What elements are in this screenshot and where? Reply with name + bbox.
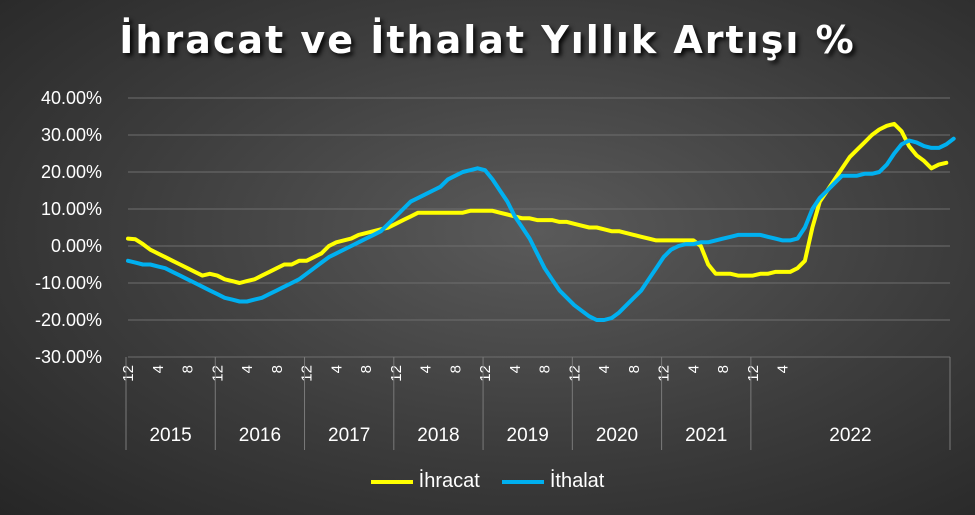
- x-tick-label: 4: [239, 365, 256, 373]
- x-tick-label: 8: [715, 365, 732, 373]
- series-lines: [126, 121, 956, 322]
- x-tick-label: 12: [120, 365, 137, 382]
- legend-item-ithalat: İthalat: [501, 470, 605, 493]
- x-tick-label: 12: [299, 365, 316, 382]
- y-tick-label: 30.00%: [41, 125, 102, 145]
- year-label: 2017: [328, 425, 370, 446]
- y-axis-ticks: 40.00% 30.00% 20.00% 10.00% 0.00% -10.00% -20.…: [35, 88, 102, 367]
- y-tick-label: -20.00%: [35, 310, 102, 330]
- year-label: 2019: [507, 425, 549, 446]
- x-tick-label: 4: [775, 365, 792, 373]
- x-tick-label: 12: [477, 365, 494, 382]
- x-tick-label: 8: [180, 365, 197, 373]
- x-tick-label: 8: [537, 365, 554, 373]
- x-tick-label: 4: [685, 365, 702, 373]
- series-line-ihracat: [126, 121, 949, 285]
- year-label: 2018: [417, 425, 459, 446]
- grid-lines: [128, 97, 950, 358]
- chart-title: İhracat ve İthalat Yıllık Artışı %: [119, 18, 856, 62]
- legend-label-ihracat: İhracat: [418, 470, 480, 492]
- x-tick-label: 4: [596, 365, 613, 373]
- x-tick-label: 4: [150, 365, 167, 373]
- year-label: 2020: [596, 425, 638, 446]
- y-tick-label: 10.00%: [41, 199, 102, 219]
- x-tick-label: 12: [656, 365, 673, 382]
- legend-swatch-ihracat: [370, 479, 413, 484]
- x-tick-label: 12: [388, 365, 405, 382]
- x-tick-label: 12: [745, 365, 762, 382]
- year-label: 2015: [149, 425, 191, 446]
- x-tick-label: 8: [447, 365, 464, 373]
- legend-swatch-ithalat: [501, 479, 544, 484]
- y-tick-label: -10.00%: [35, 273, 102, 293]
- x-tick-label: 4: [328, 365, 345, 373]
- y-tick-label: 40.00%: [41, 88, 102, 108]
- y-tick-label: -30.00%: [35, 347, 102, 367]
- year-label: 2022: [829, 425, 871, 446]
- legend: İhracat İthalat: [0, 470, 975, 493]
- legend-item-ihracat: İhracat: [370, 470, 480, 493]
- x-tick-label: 8: [269, 365, 286, 373]
- x-tick-label: 12: [566, 365, 583, 382]
- y-tick-label: 20.00%: [41, 162, 102, 182]
- x-tick-label: 12: [209, 365, 226, 382]
- x-tick-label: 8: [626, 365, 643, 373]
- legend-label-ithalat: İthalat: [549, 470, 605, 492]
- year-label: 2021: [685, 425, 727, 446]
- series-line-ithalat: [126, 136, 956, 322]
- x-tick-label: 4: [418, 365, 435, 373]
- x-tick-label: 8: [358, 365, 375, 373]
- year-label: 2016: [239, 425, 281, 446]
- x-tick-label: 4: [507, 365, 524, 373]
- x-axis: 12 4 8 12 4 8 12 4 8 12 4 8 12 4 8 12 4 8 12 4 8 12 4 2015 2016 2…: [120, 357, 951, 450]
- y-tick-label: 0.00%: [51, 236, 102, 256]
